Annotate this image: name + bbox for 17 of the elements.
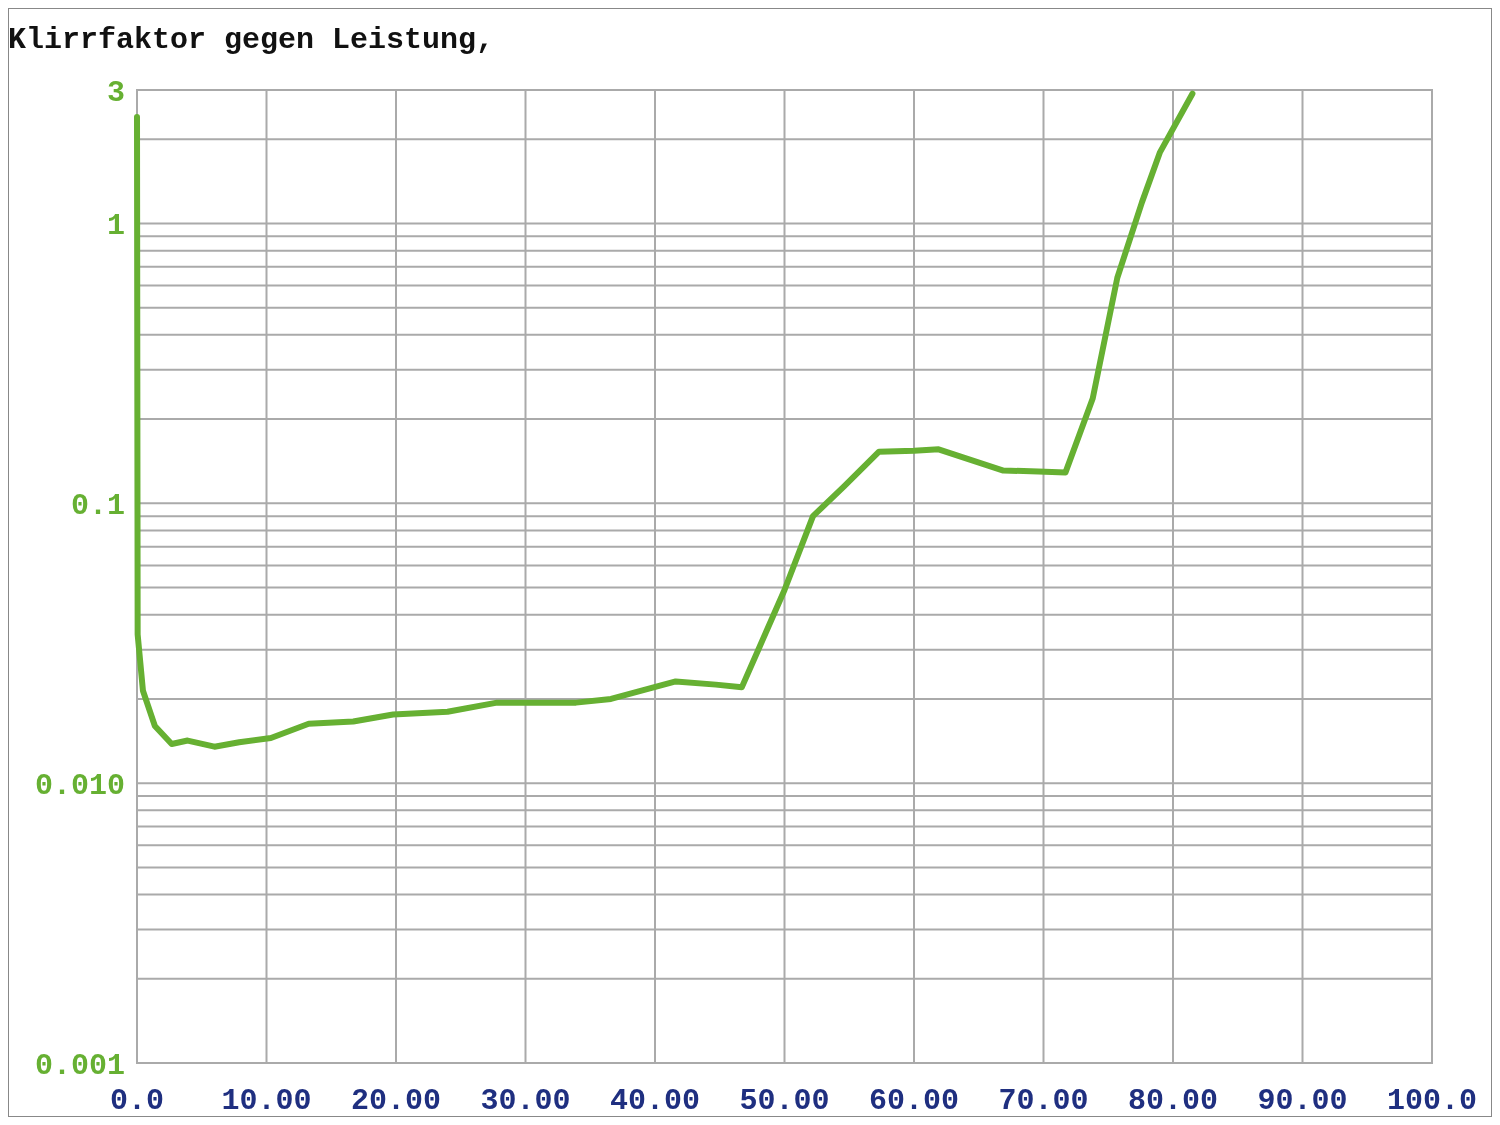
y-tick-label: 1 <box>106 209 125 244</box>
x-tick-label: 100.0 <box>1386 1084 1478 1118</box>
y-tick-label: 0.1 <box>70 488 125 523</box>
x-tick-label: 50.00 <box>739 1084 830 1118</box>
x-tick-label: 10.00 <box>221 1084 312 1118</box>
x-tick-label: 20.00 <box>350 1084 442 1118</box>
chart-title: Klirrfaktor gegen Leistung, <box>8 23 495 57</box>
x-tick-label: 0.0 <box>109 1084 165 1118</box>
x-tick-label: 40.00 <box>609 1084 701 1118</box>
y-tick-label: 0.001 <box>34 1048 125 1083</box>
x-tick-label: 80.00 <box>1127 1084 1219 1118</box>
x-tick-label: 60.00 <box>868 1084 960 1118</box>
y-tick-label: 3 <box>106 75 125 110</box>
x-tick-label: 70.00 <box>998 1084 1089 1118</box>
x-tick-label: 90.00 <box>1257 1084 1348 1118</box>
y-tick-label: 0.010 <box>34 768 125 803</box>
x-tick-label: 30.00 <box>480 1084 571 1118</box>
